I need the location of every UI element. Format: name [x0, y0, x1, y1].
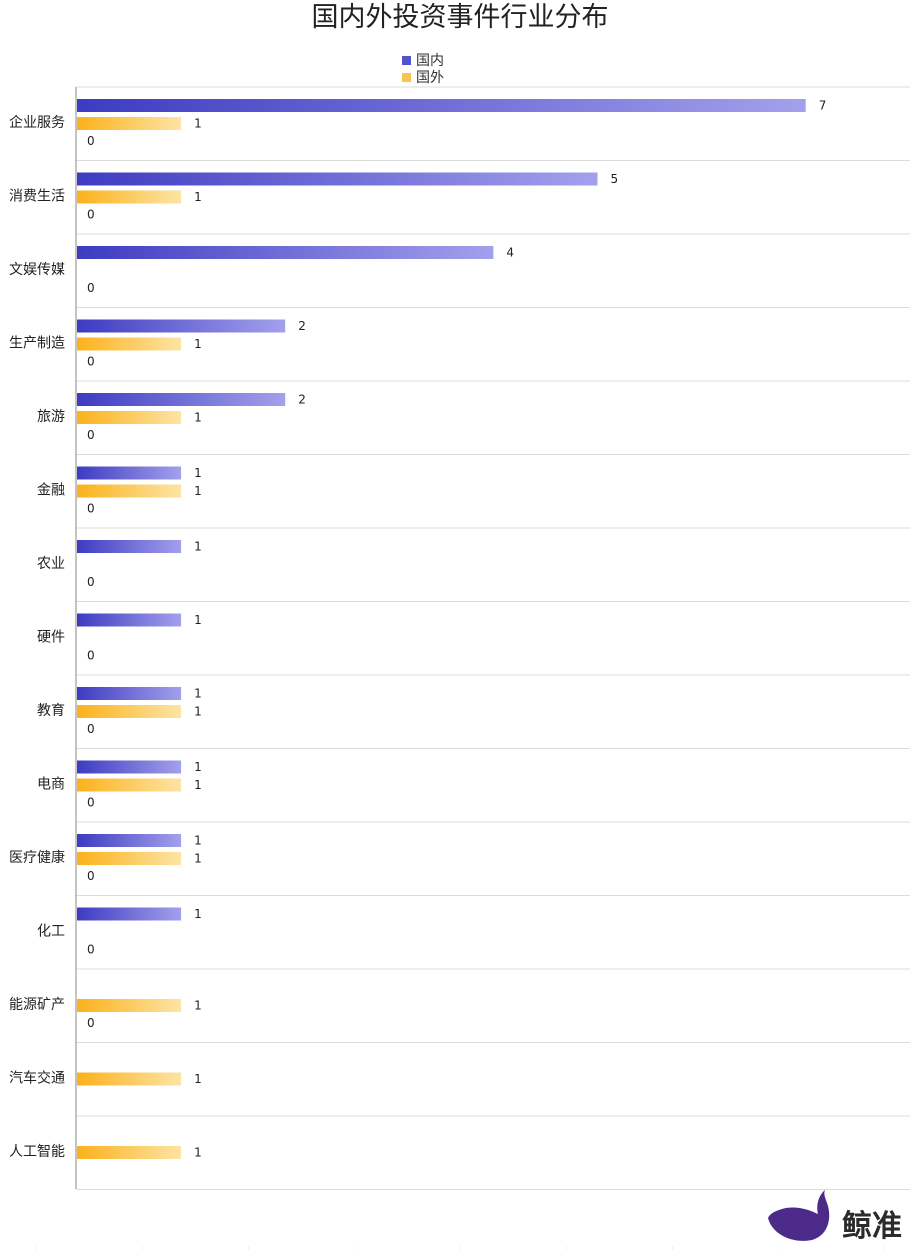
data-label: 1 [194, 613, 202, 627]
category-label: 农业 [37, 556, 65, 572]
bar-domestic [77, 172, 598, 186]
data-label: 0 [87, 575, 95, 589]
legend-label-foreign: 国外 [416, 70, 444, 86]
bar-domestic [77, 319, 286, 333]
category-label: 生产制造 [9, 336, 65, 352]
data-label: 0 [87, 281, 95, 295]
data-label: 1 [194, 190, 202, 204]
data-label: 1 [194, 852, 202, 866]
data-label: 0 [87, 502, 95, 516]
bar-domestic [77, 687, 182, 700]
category-label: 旅游 [37, 409, 65, 425]
category-label: 化工 [37, 924, 65, 940]
bar-domestic [77, 613, 182, 627]
bar-foreign [77, 999, 182, 1012]
category-label: 能源矿产 [9, 997, 65, 1013]
data-label: 1 [194, 411, 202, 425]
bar-domestic [77, 393, 286, 406]
category-label: 消费生活 [9, 189, 65, 205]
data-label: 0 [87, 134, 95, 148]
brand-name: 鲸准 [842, 1209, 902, 1244]
category-label: 教育 [37, 703, 65, 719]
data-label: 1 [194, 466, 202, 480]
labels: 企业服务 7 1 0 消费生活 5 1 0 文娱传媒 4 0 生产制造 2 1 0 旅游 2 1 0 金融 1 1 0 农业 1… [9, 99, 826, 1161]
bar-domestic [77, 540, 182, 553]
bar-domestic [77, 907, 182, 921]
bar-foreign [77, 852, 182, 865]
bar-foreign [77, 337, 182, 351]
data-label: 0 [87, 355, 95, 369]
bar-foreign [77, 411, 182, 424]
bar-domestic [77, 246, 494, 259]
bar-domestic [77, 99, 806, 112]
data-label: 0 [87, 649, 95, 663]
data-label: 1 [194, 484, 202, 498]
data-label: 0 [87, 722, 95, 736]
category-label: 电商 [37, 777, 65, 793]
data-label: 0 [87, 943, 95, 957]
bar-domestic [77, 760, 182, 774]
category-label: 医疗健康 [9, 849, 65, 866]
category-label: 金融 [37, 483, 65, 499]
data-label: 1 [194, 907, 202, 921]
chart-title: 国内外投资事件行业分布 [312, 2, 609, 33]
bar-foreign [77, 705, 182, 718]
bar-foreign [77, 1072, 182, 1086]
category-label: 企业服务 [9, 114, 65, 131]
data-label: 1 [194, 540, 202, 554]
grid [36, 86, 910, 1249]
bar-foreign [77, 484, 182, 498]
legend-swatch-foreign [402, 73, 411, 82]
data-label: 1 [194, 705, 202, 719]
data-label: 5 [611, 172, 619, 186]
bar-foreign [77, 1146, 182, 1159]
data-label: 1 [194, 760, 202, 774]
category-label: 文娱传媒 [9, 262, 65, 278]
data-label: 1 [194, 834, 202, 848]
brand-logo: 鲸准 [768, 1190, 902, 1244]
data-label: 2 [298, 393, 306, 407]
category-label: 硬件 [37, 630, 65, 646]
bar-foreign [77, 190, 182, 204]
data-label: 0 [87, 796, 95, 810]
legend-label-domestic: 国内 [416, 53, 444, 69]
data-label: 1 [194, 1146, 202, 1160]
data-label: 1 [194, 999, 202, 1013]
data-label: 0 [87, 869, 95, 883]
data-label: 0 [87, 208, 95, 222]
whale-icon [768, 1190, 830, 1241]
legend-swatch-domestic [402, 56, 411, 65]
data-label: 1 [194, 1072, 202, 1086]
bar-domestic [77, 466, 182, 480]
bar-foreign [77, 778, 182, 792]
data-label: 1 [194, 778, 202, 792]
data-label: 1 [194, 337, 202, 351]
category-label: 人工智能 [9, 1144, 65, 1160]
category-label: 汽车交通 [9, 1070, 65, 1087]
data-label: 1 [194, 117, 202, 131]
data-label: 1 [194, 687, 202, 701]
data-label: 0 [87, 428, 95, 442]
data-label: 7 [819, 99, 827, 113]
bar-foreign [77, 117, 182, 130]
data-label: 4 [506, 246, 514, 260]
legend: 国内 国外 [402, 53, 444, 86]
bar-domestic [77, 834, 182, 847]
data-label: 0 [87, 1016, 95, 1030]
bars [77, 99, 806, 1159]
data-label: 2 [298, 319, 306, 333]
